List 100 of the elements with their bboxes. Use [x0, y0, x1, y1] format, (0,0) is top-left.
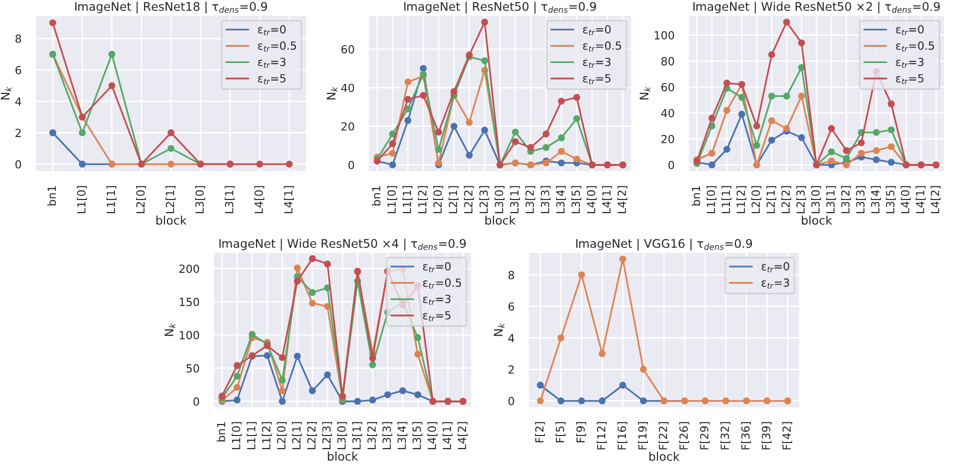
- x-tick-label: L3[0]: [337, 422, 348, 450]
- legend-label: ε$_{tr}$=3: [258, 58, 286, 68]
- x-tick-label: L2[1]: [292, 422, 302, 450]
- x-tick-label: bn1: [216, 422, 226, 442]
- legend-label: ε$_{tr}$=3: [583, 58, 610, 68]
- y-tick-label: 4: [508, 334, 514, 342]
- legend-label: ε$_{tr}$=5: [258, 74, 286, 84]
- x-axis-title: block: [649, 452, 680, 461]
- x-tick-label: L1[0]: [706, 186, 716, 214]
- x-tick-label: L4[0]: [254, 186, 264, 214]
- x-tick-label: L3[1]: [510, 186, 520, 214]
- x-tick-label: L1[1]: [106, 186, 116, 214]
- x-tick-label: L3[0]: [811, 186, 822, 214]
- x-tick-label: F[36]: [741, 422, 751, 450]
- y-tick-label: 60: [661, 82, 674, 92]
- legend-label: ε$_{tr}$=0: [423, 262, 451, 272]
- legend-label: ε$_{tr}$=5: [583, 74, 610, 84]
- y-axis-title: N$_{k}$: [494, 323, 504, 336]
- legend-label: ε$_{tr}$=3: [896, 58, 924, 68]
- x-tick-label: F[19]: [638, 422, 648, 450]
- y-tick-label: 0: [668, 160, 674, 170]
- chart-title: ImageNet | ResNet18 | τ$_{dens}$=0.9: [75, 2, 267, 14]
- y-tick-label: 0: [15, 160, 22, 169]
- x-tick-label: L2[1]: [766, 186, 776, 214]
- legend-label: ε$_{tr}$=5: [423, 311, 450, 322]
- y-tick-label: 150: [180, 298, 200, 306]
- x-tick-label: L3[1]: [224, 186, 235, 214]
- y-tick-label: 8: [15, 34, 22, 43]
- x-tick-label: L1[0]: [76, 186, 87, 214]
- x-tick-label: F[9]: [576, 422, 586, 442]
- chart-title: ImageNet | Wide ResNet50 ×4 | τ$_{dens}$=0.9: [219, 238, 466, 251]
- x-tick-label: L2[3]: [322, 422, 332, 450]
- y-tick-label: 4: [15, 97, 22, 106]
- x-tick-label: L3[3]: [540, 186, 551, 214]
- x-tick-label: L4[2]: [458, 422, 468, 450]
- x-tick-label: L3[1]: [352, 422, 362, 450]
- x-axis-title: block: [485, 216, 516, 225]
- x-tick-label: L4[0]: [900, 186, 911, 214]
- y-axis-title: N$_{k}$: [326, 86, 338, 100]
- x-tick-label: L1[1]: [402, 186, 412, 214]
- y-tick-label: 6: [508, 302, 514, 311]
- x-tick-label: L3[3]: [382, 422, 392, 450]
- y-tick-label: 20: [341, 122, 354, 131]
- x-tick-label: F[39]: [762, 422, 772, 450]
- x-tick-label: L1[2]: [736, 186, 746, 214]
- x-tick-label: L4[1]: [602, 186, 612, 214]
- x-tick-label: L3[3]: [856, 186, 866, 214]
- x-tick-label: L2[0]: [751, 186, 762, 214]
- x-tick-label: L4[0]: [427, 422, 438, 450]
- x-tick-label: L3[5]: [412, 422, 422, 450]
- legend-label: ε$_{tr}$=5: [896, 74, 924, 84]
- x-tick-label: L2[2]: [307, 422, 317, 450]
- x-tick-label: L1[1]: [721, 186, 732, 214]
- x-axis-title: block: [802, 216, 832, 225]
- y-tick-label: 20: [661, 134, 674, 144]
- legend-label: ε$_{tr}$=0: [896, 25, 924, 36]
- x-tick-label: L3[0]: [195, 186, 206, 214]
- y-tick-label: 50: [186, 364, 200, 373]
- x-tick-label: L2[2]: [781, 186, 792, 214]
- x-tick-label: F[5]: [556, 422, 566, 442]
- x-tick-label: L2[3]: [479, 186, 490, 214]
- x-tick-label: L1[1]: [246, 422, 257, 450]
- x-tick-label: L4[1]: [284, 186, 294, 214]
- legend-label: ε$_{tr}$=0.5: [583, 41, 622, 52]
- y-tick-label: 40: [661, 108, 674, 118]
- x-tick-label: L3[2]: [367, 422, 378, 450]
- x-tick-label: L4[1]: [442, 422, 452, 450]
- y-tick-label: 0: [193, 397, 200, 406]
- x-tick-label: L3[2]: [525, 186, 536, 214]
- legend-label: ε$_{tr}$=3: [423, 294, 450, 305]
- y-axis-title: N$_{k}$: [0, 86, 12, 100]
- x-tick-label: L2[0]: [433, 186, 444, 214]
- y-axis-title: N$_{k}$: [164, 323, 176, 336]
- y-tick-label: 100: [654, 31, 674, 40]
- y-axis-title: N$_{k}$: [640, 86, 650, 100]
- x-tick-label: L1[2]: [262, 422, 272, 450]
- y-tick-label: 2: [508, 365, 514, 374]
- y-tick-label: 80: [661, 57, 674, 66]
- x-tick-label: L3[4]: [397, 422, 408, 450]
- y-tick-label: 6: [16, 66, 22, 74]
- x-tick-label: F[22]: [658, 422, 669, 450]
- chart-title: ImageNet | Wide ResNet50 ×2 | τ$_{dens}$=0.9: [693, 2, 940, 14]
- x-tick-label: L3[2]: [841, 186, 851, 214]
- x-tick-label: L3[4]: [870, 186, 881, 214]
- x-tick-label: F[29]: [700, 422, 710, 450]
- y-tick-label: 200: [179, 264, 200, 273]
- x-tick-label: L4[2]: [617, 186, 628, 214]
- x-tick-label: L2[1]: [448, 186, 458, 214]
- x-axis-title: block: [156, 216, 187, 225]
- x-tick-label: F[42]: [782, 422, 792, 450]
- y-tick-label: 8: [508, 270, 514, 280]
- x-tick-label: L4[0]: [586, 186, 597, 214]
- legend-label: ε$_{tr}$=0: [583, 25, 611, 36]
- x-tick-label: L2[0]: [136, 186, 146, 214]
- legend-label: ε$_{tr}$=0: [258, 25, 286, 36]
- x-tick-label: L3[4]: [556, 186, 566, 214]
- x-tick-label: F[26]: [679, 422, 690, 450]
- x-tick-label: F[32]: [720, 422, 730, 450]
- x-tick-label: bn1: [692, 186, 700, 206]
- y-tick-label: 0: [348, 160, 354, 170]
